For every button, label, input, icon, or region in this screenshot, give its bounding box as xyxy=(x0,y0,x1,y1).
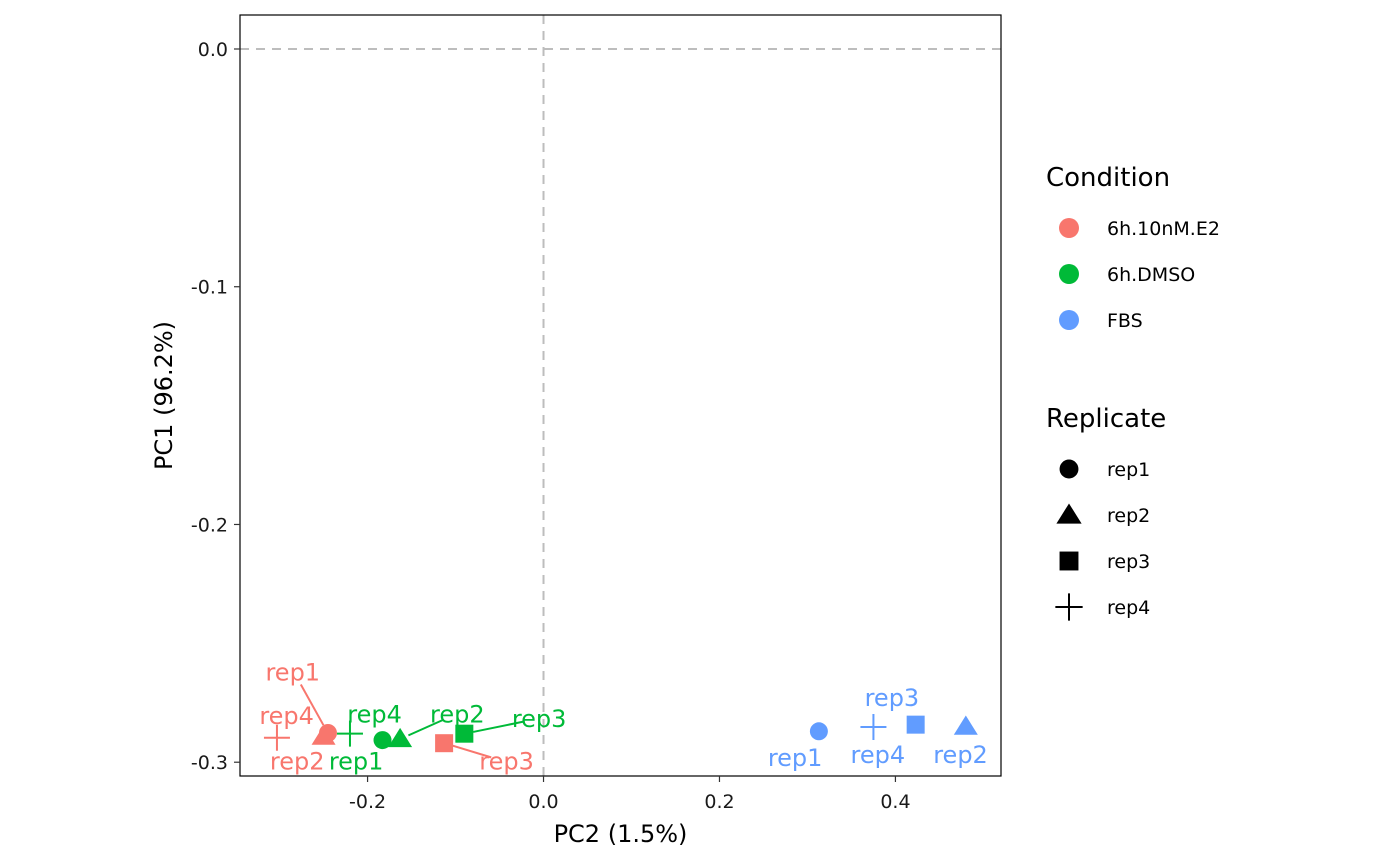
point-label: rep3 xyxy=(512,705,567,733)
point-label: rep1 xyxy=(265,658,320,686)
y-axis-tick-label: -0.2 xyxy=(191,514,228,536)
legend-label-replicate: rep4 xyxy=(1107,597,1150,619)
legend-title-condition: Condition xyxy=(1046,163,1170,193)
x-axis-tick-label: 0.4 xyxy=(880,791,910,813)
data-point-rep2 xyxy=(311,725,336,745)
x-axis-title: PC2 (1.5%) xyxy=(554,820,688,848)
legend-label-replicate: rep2 xyxy=(1107,505,1150,527)
data-point-rep1 xyxy=(373,731,392,750)
legend-key-rep3 xyxy=(1059,551,1079,571)
legend-key-rep2 xyxy=(1056,503,1082,524)
x-axis-tick-label: -0.2 xyxy=(349,791,386,813)
label-connector xyxy=(299,683,325,726)
label-connector xyxy=(452,744,492,759)
data-point-rep1 xyxy=(809,722,828,741)
legend-label-replicate: rep3 xyxy=(1107,551,1150,573)
x-axis-tick-label: 0.0 xyxy=(528,791,558,813)
y-axis-tick-label: -0.3 xyxy=(191,752,228,774)
legend-label-replicate: rep1 xyxy=(1107,459,1150,481)
data-point-rep4 xyxy=(336,720,363,747)
legend-key-6h-10nm-e2 xyxy=(1059,218,1079,238)
point-label: rep2 xyxy=(933,741,988,769)
legend-key-fbs xyxy=(1059,310,1079,330)
data-point-rep2 xyxy=(953,715,978,735)
legend-title-replicate: Replicate xyxy=(1046,404,1166,434)
data-points xyxy=(263,714,978,753)
data-point-rep4 xyxy=(860,714,887,741)
point-label: rep2 xyxy=(270,747,325,775)
label-connector xyxy=(472,720,524,733)
y-axis-tick-label: -0.1 xyxy=(191,277,228,299)
axes: -0.2 0.0 0.2 0.4 0.0 -0.1 -0.2 -0.3 xyxy=(191,39,911,813)
data-point-rep3 xyxy=(455,724,474,743)
y-axis-tick-label: 0.0 xyxy=(198,39,228,61)
point-label: rep4 xyxy=(259,702,314,730)
label-connector xyxy=(407,719,443,737)
data-point-rep3 xyxy=(435,734,454,753)
legend-key-6h-dmso xyxy=(1059,264,1079,284)
data-point-rep2 xyxy=(388,727,413,748)
data-point-rep4 xyxy=(263,724,290,751)
point-label: rep4 xyxy=(347,701,402,729)
label-connectors xyxy=(299,683,524,759)
point-label: rep1 xyxy=(768,744,823,772)
plot-panel-border xyxy=(239,14,1002,777)
data-point-rep3 xyxy=(906,715,925,734)
point-label: rep4 xyxy=(851,741,906,769)
x-axis-tick-label: 0.2 xyxy=(704,791,734,813)
legend-key-rep4 xyxy=(1055,593,1083,621)
legend-label-condition: 6h.DMSO xyxy=(1107,264,1195,286)
legend-label-condition: FBS xyxy=(1107,310,1143,332)
point-label: rep2 xyxy=(430,701,485,729)
point-label: rep1 xyxy=(329,747,384,775)
point-label: rep3 xyxy=(479,747,534,775)
legend-key-rep1 xyxy=(1059,459,1079,479)
legend-label-condition: 6h.10nM.E2 xyxy=(1107,218,1220,240)
y-axis-title: PC1 (96.2%) xyxy=(150,321,178,470)
legend: Condition Replicate 6h.10nM.E2 6h.DMSO FBS… xyxy=(1046,163,1220,621)
point-label: rep3 xyxy=(865,684,920,712)
